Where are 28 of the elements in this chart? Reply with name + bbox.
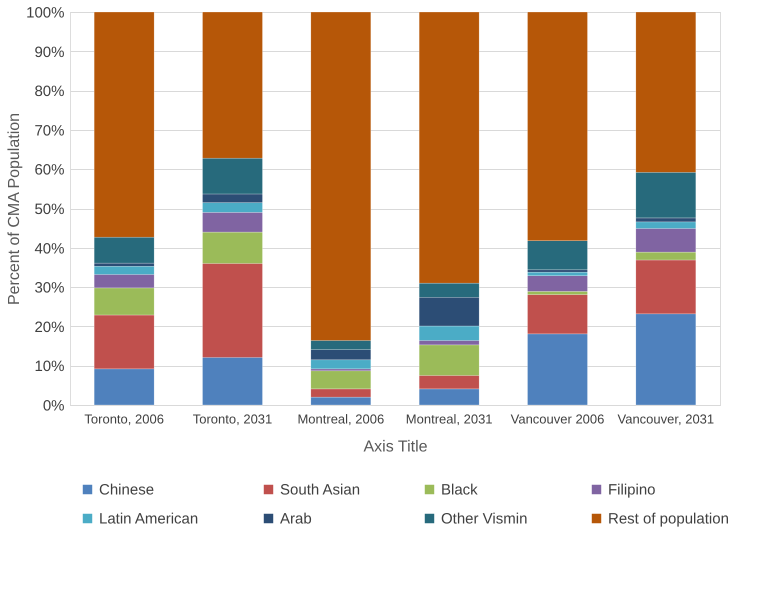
legend-label: Latin American [99,510,198,528]
y-tick-label: 20% [34,318,64,336]
y-tick-label: 40% [34,240,64,258]
y-tick-label: 50% [34,201,64,218]
legend-label: Filipino [608,482,656,499]
legend-label: Other Vismin [441,510,528,528]
y-tick-label: 80% [34,83,64,100]
legend-label: Black [441,482,478,499]
legend-label: Arab [280,510,312,528]
y-tick-label: 10% [34,358,64,376]
x-tick-label: Montreal, 2006 [297,412,384,426]
x-tick-label: Vancouver, 2031 [618,412,714,426]
y-tick-label: 30% [34,280,64,297]
bar [527,275,588,292]
x-tick-label: Vancouver 2006 [510,412,604,426]
y-tick-label: 90% [34,44,64,61]
x-tick-label: Toronto, 2031 [192,412,272,426]
y-axis-title: Percent of CMA Population [6,112,24,306]
y-tick-label: 70% [34,122,64,140]
y-tick-label: 100% [26,4,64,22]
x-axis-title: Axis Title [363,438,428,456]
legend-label: Rest of population [608,510,729,528]
legend-label: South Asian [280,482,360,499]
x-tick-label: Toronto, 2006 [84,412,164,426]
x-tick-label: Montreal, 2031 [406,412,493,426]
y-tick-label: 60% [34,162,64,179]
y-tick-label: 0% [42,398,64,414]
legend-label: Chinese [99,482,154,499]
